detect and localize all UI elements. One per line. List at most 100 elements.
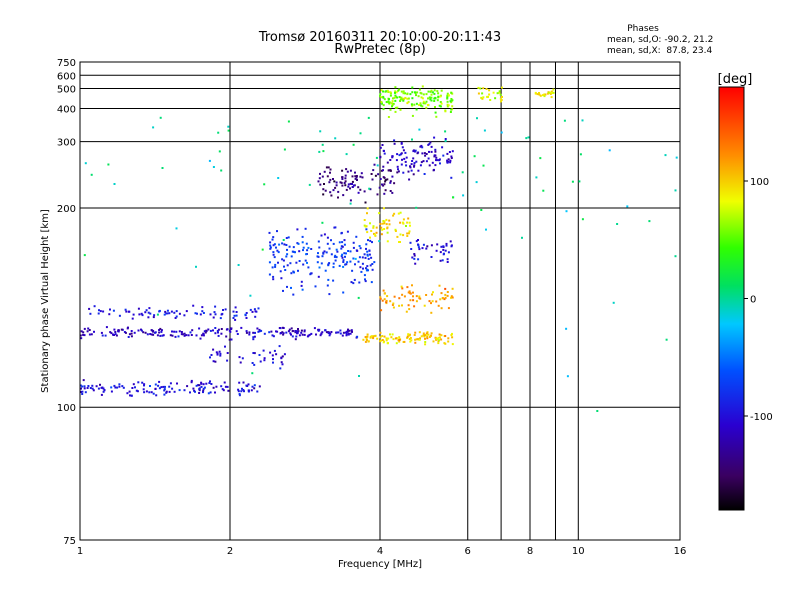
data-point xyxy=(389,300,392,303)
data-point xyxy=(390,336,393,339)
data-point xyxy=(425,93,428,96)
data-point xyxy=(195,384,198,387)
data-point xyxy=(389,94,392,97)
data-point xyxy=(407,97,410,100)
data-point xyxy=(426,335,429,338)
data-point xyxy=(425,153,428,155)
data-point xyxy=(398,154,401,157)
data-point xyxy=(354,177,357,180)
data-point xyxy=(550,90,553,93)
data-point xyxy=(216,330,219,332)
data-point xyxy=(230,338,233,341)
data-point xyxy=(341,178,344,180)
data-point xyxy=(212,386,215,389)
data-point xyxy=(364,278,366,281)
data-point xyxy=(380,89,383,92)
data-point xyxy=(180,331,183,333)
data-point xyxy=(289,262,292,265)
data-point xyxy=(391,155,394,158)
data-point xyxy=(412,291,414,294)
data-point xyxy=(215,385,218,388)
data-point xyxy=(398,339,401,341)
data-point xyxy=(365,267,367,270)
data-point xyxy=(541,94,544,97)
data-point xyxy=(439,251,442,254)
data-point xyxy=(415,338,418,341)
data-point xyxy=(219,354,222,357)
data-point xyxy=(291,330,294,332)
data-point xyxy=(406,221,409,224)
data-point xyxy=(298,250,301,253)
data-point xyxy=(368,249,371,252)
data-point xyxy=(385,301,388,303)
data-point xyxy=(210,383,213,385)
data-point xyxy=(290,272,293,275)
data-point xyxy=(402,90,405,93)
data-point xyxy=(101,334,104,337)
y-tick-label: 200 xyxy=(57,204,76,215)
data-point xyxy=(400,285,403,288)
data-point xyxy=(192,387,195,390)
data-point xyxy=(162,385,165,388)
data-point xyxy=(441,146,444,149)
data-point xyxy=(450,157,453,159)
data-point xyxy=(366,335,369,338)
data-point xyxy=(170,310,173,313)
data-point xyxy=(212,329,214,332)
data-point xyxy=(334,186,337,189)
data-point xyxy=(308,333,311,336)
data-point xyxy=(319,183,322,186)
data-point xyxy=(437,304,440,307)
data-point xyxy=(283,243,286,246)
data-point xyxy=(435,115,438,118)
data-point xyxy=(364,340,367,343)
data-point xyxy=(320,262,323,265)
data-point xyxy=(210,354,213,356)
data-point xyxy=(268,331,271,334)
data-point xyxy=(402,218,405,221)
data-point xyxy=(174,335,177,338)
data-point xyxy=(420,104,422,107)
data-point xyxy=(394,94,397,97)
data-point xyxy=(432,340,435,343)
data-point xyxy=(97,312,100,315)
data-point xyxy=(424,154,427,157)
data-point xyxy=(397,339,400,342)
data-point xyxy=(434,97,437,100)
data-point xyxy=(325,166,328,169)
data-point xyxy=(415,295,418,298)
x-tick-label: 10 xyxy=(572,546,585,557)
data-point xyxy=(316,255,319,258)
data-point xyxy=(156,334,159,337)
data-point xyxy=(404,92,406,95)
data-point xyxy=(285,331,288,334)
chart-subtitle: RwPretec (8p) xyxy=(334,42,425,57)
data-point xyxy=(327,166,330,169)
data-point xyxy=(539,94,542,97)
data-point xyxy=(280,277,283,280)
data-point xyxy=(451,343,454,346)
data-point xyxy=(499,97,502,100)
data-point xyxy=(376,193,379,196)
data-point xyxy=(332,189,335,192)
data-point xyxy=(563,119,566,122)
data-point xyxy=(422,160,425,163)
data-point xyxy=(498,90,501,93)
data-point xyxy=(437,95,440,98)
data-point xyxy=(121,385,124,388)
data-point xyxy=(428,96,431,99)
data-point xyxy=(116,386,119,389)
data-point xyxy=(425,160,428,163)
data-point xyxy=(275,353,278,356)
data-point xyxy=(148,307,151,310)
data-point xyxy=(359,175,362,178)
data-point xyxy=(404,151,407,154)
data-point xyxy=(205,329,208,332)
y-tick-label: 75 xyxy=(63,536,76,547)
data-point xyxy=(195,265,197,268)
data-point xyxy=(405,156,408,159)
data-point xyxy=(118,385,121,388)
data-point xyxy=(347,185,350,188)
data-point xyxy=(89,312,92,315)
data-point xyxy=(86,387,89,389)
